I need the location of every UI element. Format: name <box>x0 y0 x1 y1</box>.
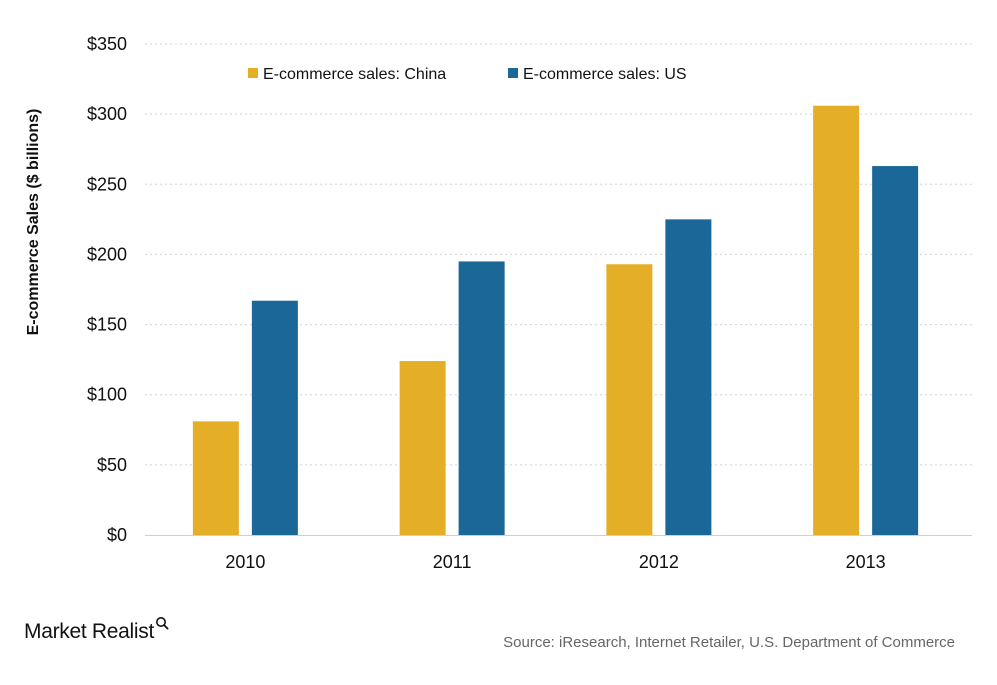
y-tick-label: $350 <box>87 34 127 54</box>
bar-us-2011 <box>458 261 505 535</box>
bars <box>192 105 919 536</box>
source-note: Source: iResearch, Internet Retailer, U.… <box>503 634 955 651</box>
bar-china-2012 <box>606 264 653 535</box>
bar-chart: $0$50$100$150$200$250$300$350 2010 2011 20… <box>25 34 972 572</box>
bar-us-2013 <box>872 166 919 535</box>
legend-label-china: E-commerce sales: China <box>263 66 446 83</box>
bar-us-2010 <box>251 300 298 535</box>
bar-china-2010 <box>192 421 239 535</box>
legend-swatch-us <box>508 68 518 78</box>
legend-label-us: E-commerce sales: US <box>523 66 687 83</box>
brand-name: Market Realist <box>24 620 155 643</box>
x-tick-label: 2010 <box>225 552 265 572</box>
y-axis-ticks: $0 $50 $100 $150 $200 $250 $300 $350 <box>87 34 127 545</box>
legend-swatch-china <box>248 68 258 78</box>
y-tick-label: $100 <box>87 385 127 405</box>
y-tick-label: $300 <box>87 104 127 124</box>
x-tick-label: 2011 <box>433 552 472 572</box>
x-tick-label: 2012 <box>639 552 679 572</box>
legend: E-commerce sales: China E-commerce sales:… <box>248 66 687 83</box>
y-tick-label: $0 <box>107 525 127 545</box>
magnifier-q-icon <box>155 612 169 636</box>
y-tick-label: $50 <box>97 455 127 475</box>
x-tick-label: 2013 <box>846 552 886 572</box>
bar-china-2013 <box>813 105 860 536</box>
bar-china-2011 <box>399 361 446 535</box>
y-tick-label: $250 <box>87 174 127 194</box>
brand-logo: Market Realist <box>24 617 169 644</box>
y-tick-label: $200 <box>87 244 127 264</box>
y-axis-label: E-commerce Sales ($ billions) <box>25 109 42 336</box>
y-tick-label: $150 <box>87 315 127 335</box>
x-axis-ticks: 2010 2011 2012 2013 <box>225 552 885 572</box>
bar-us-2012 <box>665 219 712 535</box>
